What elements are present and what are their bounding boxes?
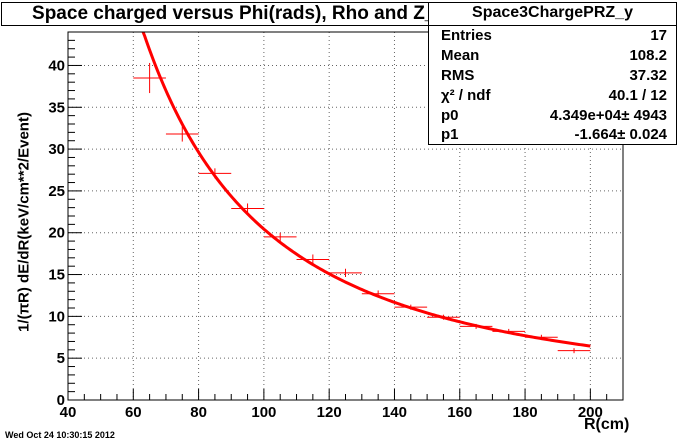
y-tick-label: 0 (57, 392, 65, 409)
stats-value: 4.349e+04± 4943 (549, 106, 667, 124)
x-axis-label: R(cm) (584, 416, 630, 433)
stats-label: p1 (441, 126, 459, 144)
y-tick-label: 35 (48, 99, 65, 116)
stats-label: RMS (441, 66, 475, 84)
x-tick-label: 60 (125, 404, 142, 421)
x-tick-label: 140 (382, 404, 407, 421)
stats-value: -1.664± 0.024 (574, 126, 667, 144)
stats-label: χ² / ndf (441, 86, 491, 104)
stats-value: 40.1 / 12 (608, 86, 667, 104)
stats-box: Space3ChargePRZ_y Entries 17 Mean 108.2 … (428, 2, 677, 145)
data-points (133, 62, 591, 354)
data-point (525, 334, 558, 340)
y-tick-label: 20 (48, 225, 65, 242)
stats-label: p0 (441, 106, 459, 124)
stats-value: 17 (650, 27, 667, 45)
y-tick-label: 25 (48, 183, 65, 200)
data-point (459, 323, 493, 329)
data-point (231, 203, 264, 214)
x-tick-label: 120 (317, 404, 342, 421)
data-point (329, 268, 362, 278)
stats-row: χ² / ndf 40.1 / 12 (429, 85, 676, 105)
data-point (492, 328, 526, 334)
axes: 40 60 80 100 120 140 160 180 200 0 5 10 15 20 25 30 35 40 (48, 31, 624, 421)
y-tick-label: 30 (48, 141, 65, 158)
x-tick-label: 200 (578, 404, 603, 421)
data-point (296, 254, 330, 265)
data-point (133, 62, 166, 94)
data-point (394, 304, 428, 310)
data-point (557, 348, 591, 354)
stats-label: Mean (441, 47, 480, 65)
data-point (198, 168, 232, 179)
y-axis-label: 1/(πR) dE/dR(keV/cm**2/Event) (15, 112, 33, 332)
y-tick-label: 15 (48, 267, 65, 284)
stats-name: Space3ChargePRZ_y (429, 3, 676, 26)
chart-title: Space charged versus Phi(rads), Rho and … (1, 2, 477, 26)
y-tick-label: 5 (57, 350, 65, 367)
stats-label: Entries (441, 27, 492, 45)
fit-curve (141, 31, 591, 348)
stats-row: p1 -1.664± 0.024 (429, 125, 676, 145)
data-point (427, 314, 460, 320)
stats-value: 108.2 (629, 47, 667, 65)
stats-row: Entries 17 (429, 26, 676, 46)
y-tick-label: 40 (48, 57, 65, 74)
stats-row: RMS 37.32 (429, 66, 676, 86)
x-tick-label: 160 (447, 404, 472, 421)
fit-curve-path (141, 31, 591, 348)
x-tick-label: 180 (513, 404, 538, 421)
y-tick-label: 10 (48, 308, 65, 325)
stats-row: Mean 108.2 (429, 46, 676, 66)
grid (68, 32, 623, 400)
data-point (361, 290, 395, 298)
x-tick-label: 80 (190, 404, 207, 421)
x-tick-label: 40 (60, 404, 77, 421)
stats-row: p0 4.349e+04± 4943 (429, 105, 676, 125)
data-point (165, 126, 199, 142)
timestamp: Wed Oct 24 10:30:15 2012 (5, 430, 115, 440)
stats-value: 37.32 (629, 66, 667, 84)
x-tick-label: 100 (251, 404, 276, 421)
data-point (263, 232, 297, 242)
